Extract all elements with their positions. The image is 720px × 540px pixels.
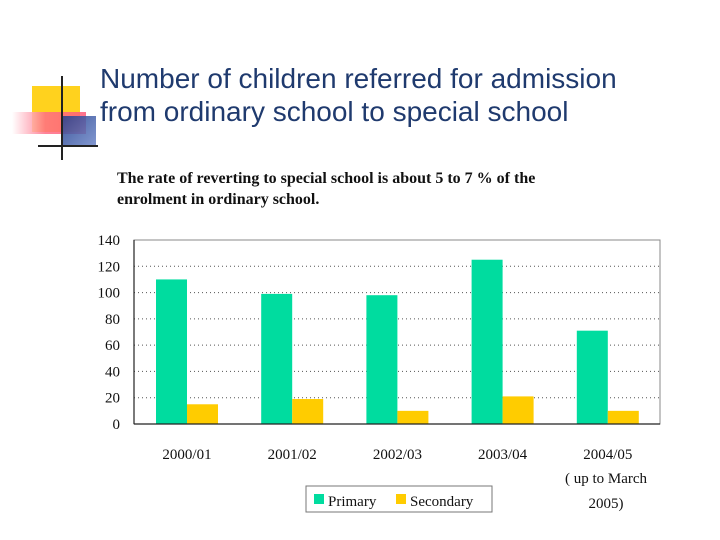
bar-primary bbox=[471, 259, 503, 424]
bar-secondary bbox=[607, 410, 639, 424]
note-line-1: ( up to March bbox=[565, 471, 648, 487]
decor-horizontal-line bbox=[38, 145, 98, 147]
bar-secondary bbox=[292, 399, 324, 424]
x-tick-label: 2002/03 bbox=[373, 447, 422, 463]
y-tick-label: 100 bbox=[98, 286, 121, 302]
subtitle-line-1: The rate of reverting to special school … bbox=[117, 170, 536, 187]
y-tick-labels: 0 20 40 60 80 100 120 140 bbox=[98, 233, 121, 433]
slide-title: Number of children referred for admissio… bbox=[100, 62, 710, 128]
x-tick-label: 2001/02 bbox=[268, 447, 317, 463]
y-tick-label: 40 bbox=[105, 364, 120, 380]
bar-secondary bbox=[397, 410, 429, 424]
title-line-2: from ordinary school to special school bbox=[100, 96, 569, 127]
y-tick-label: 0 bbox=[113, 417, 121, 433]
decor-blue-square bbox=[62, 116, 96, 146]
decor-vertical-line bbox=[61, 76, 63, 160]
legend-label: Primary bbox=[328, 494, 377, 510]
y-tick-label: 120 bbox=[98, 259, 121, 275]
bar-primary bbox=[261, 293, 293, 424]
legend-swatch bbox=[314, 494, 324, 504]
x-tick-label: 2004/05 bbox=[583, 447, 632, 463]
y-tick-label: 20 bbox=[105, 391, 120, 407]
y-tick-label: 140 bbox=[98, 233, 121, 249]
x-tick-label: 2003/04 bbox=[478, 447, 528, 463]
bar-primary bbox=[366, 295, 398, 424]
bar-primary bbox=[156, 279, 187, 424]
slide-subtitle: The rate of reverting to special school … bbox=[117, 168, 677, 210]
bar-secondary bbox=[502, 396, 534, 424]
axes bbox=[133, 239, 661, 425]
legend-swatch bbox=[396, 494, 406, 504]
bar-primary bbox=[576, 330, 608, 424]
x-tick-label: 2000/01 bbox=[162, 447, 211, 463]
y-tick-label: 80 bbox=[105, 312, 120, 328]
bars bbox=[156, 259, 639, 424]
bar-secondary bbox=[187, 404, 218, 424]
title-line-1: Number of children referred for admissio… bbox=[100, 63, 617, 94]
legend: Primary Secondary bbox=[305, 485, 493, 513]
note-line-2: 2005) bbox=[589, 496, 624, 512]
legend-box bbox=[305, 485, 493, 513]
y-tick-label: 60 bbox=[105, 338, 120, 354]
subtitle-line-2: enrolment in ordinary school. bbox=[117, 191, 320, 208]
x-tick-labels: 2000/01 2001/02 2002/03 2003/04 2004/05 bbox=[162, 447, 632, 463]
legend-label: Secondary bbox=[410, 494, 474, 510]
